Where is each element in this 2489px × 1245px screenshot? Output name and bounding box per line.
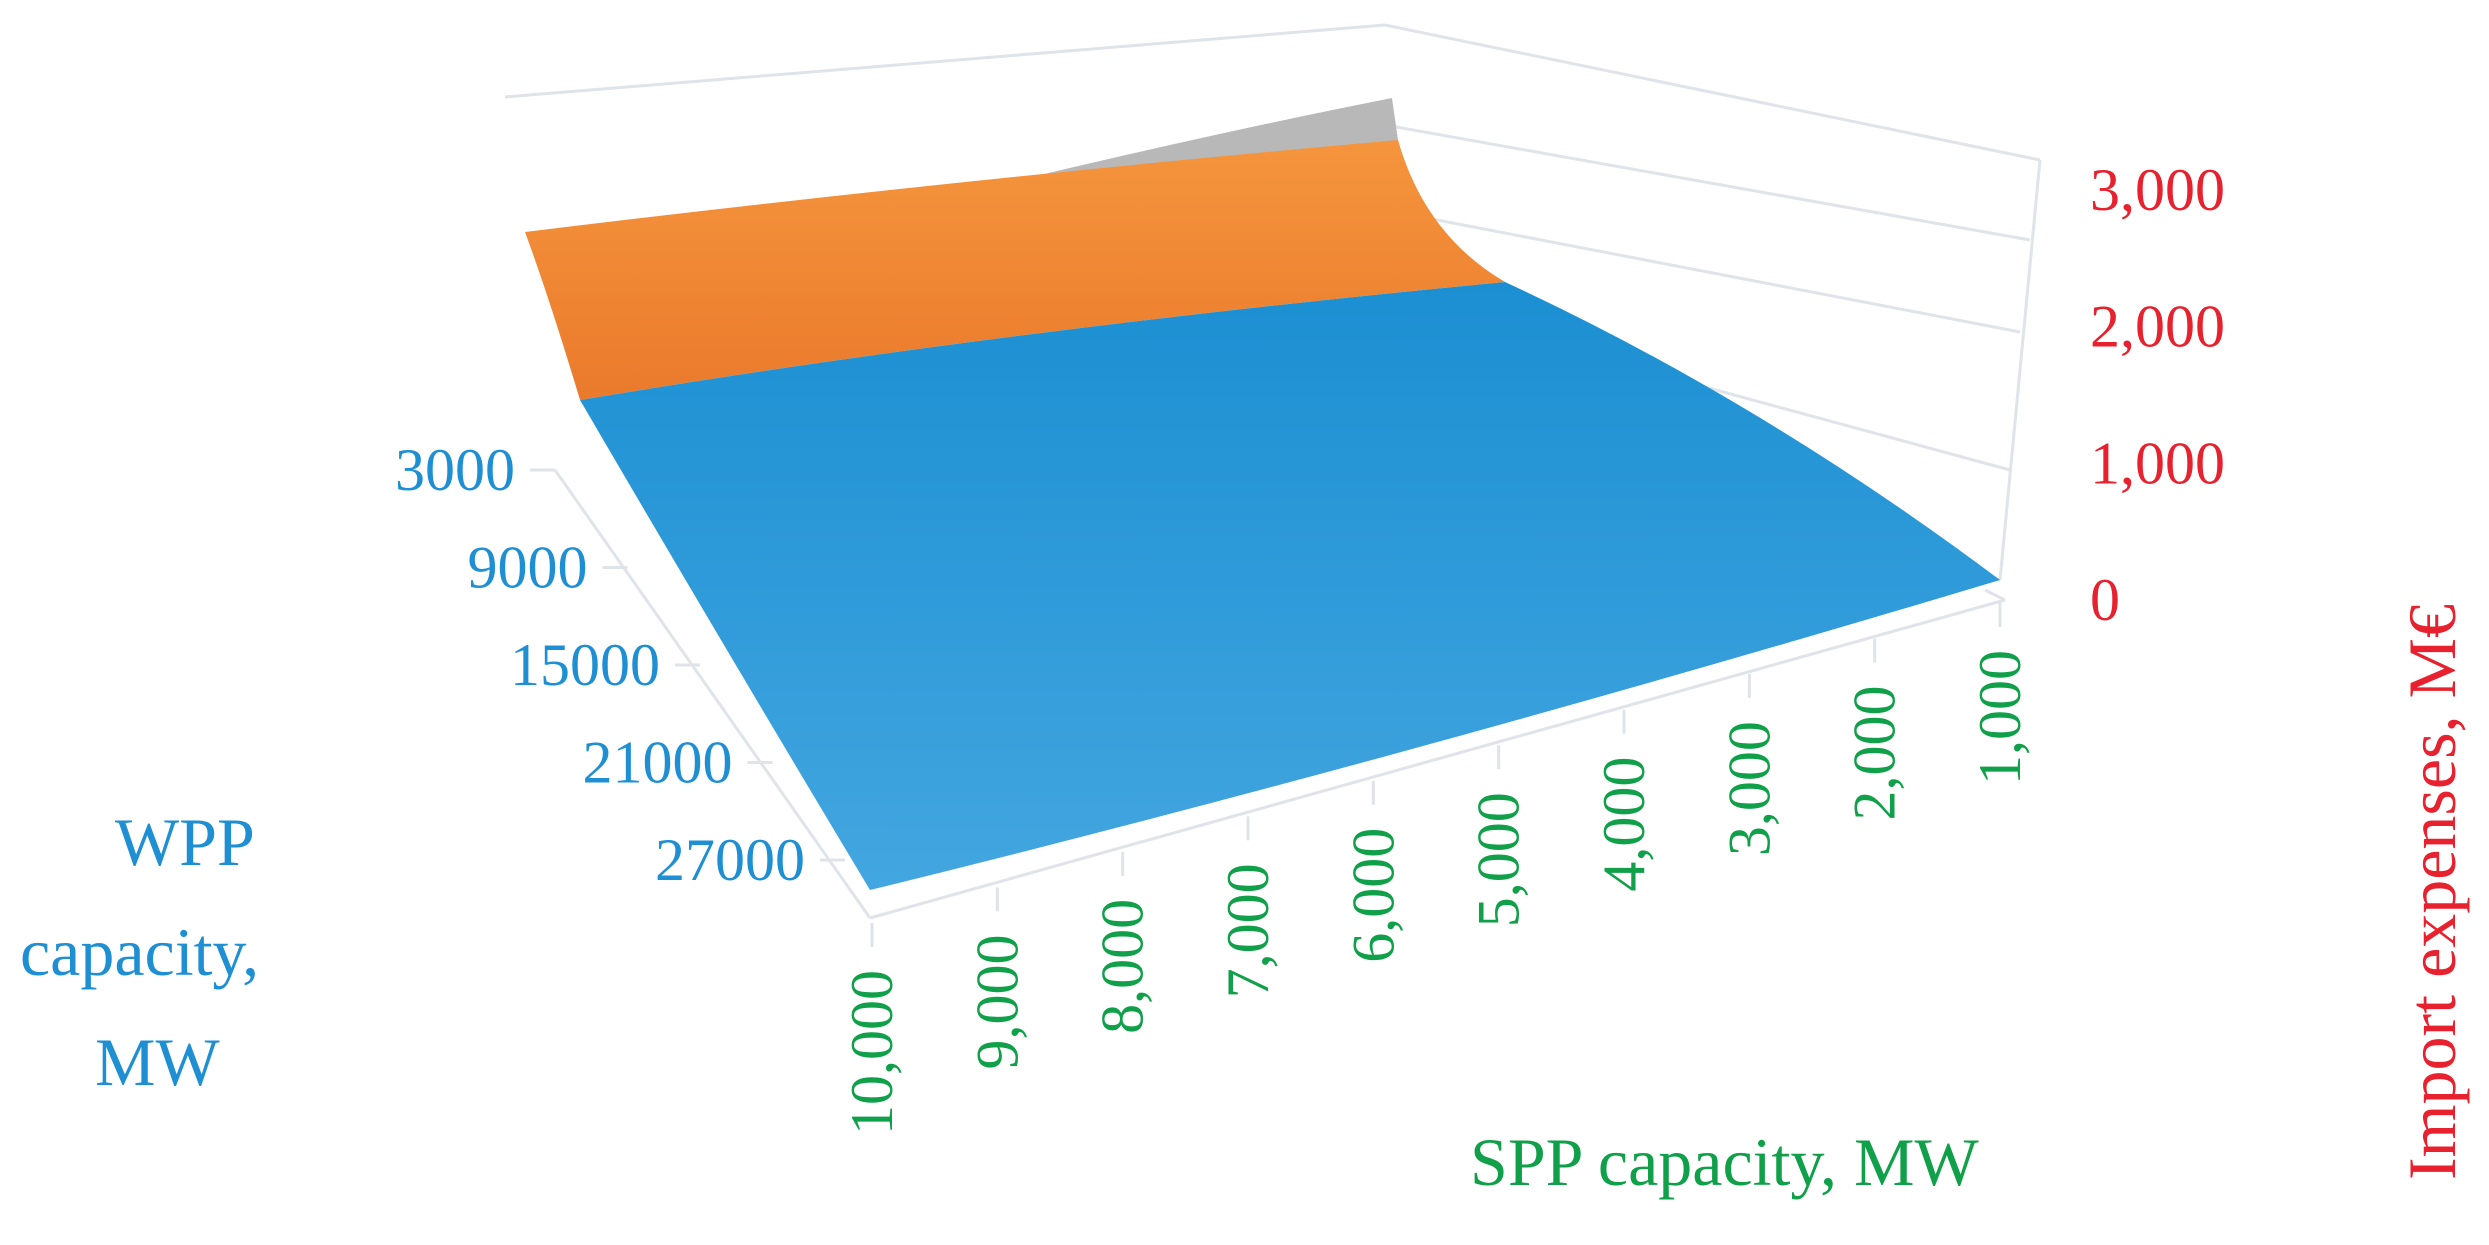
z-tick-label: 2,000	[2090, 294, 2225, 360]
z-tick-label: 1,000	[2090, 430, 2225, 496]
floor-left-edge	[553, 469, 872, 919]
y-axis-title-line-3: MW	[95, 1024, 220, 1100]
back-wall-top-edge	[504, 23, 1386, 99]
x-tick-label: 3,000	[1716, 721, 1782, 856]
y-tick-label: 9000	[468, 535, 588, 601]
surface	[525, 98, 2000, 890]
y-tick-label: 15000	[510, 632, 660, 698]
x-axis-title: SPP capacity, MW	[1470, 1124, 1979, 1200]
y-axis-ticks: 3000 9000 15000 21000 27000	[395, 437, 845, 893]
y-axis-title-line-2: capacity,	[20, 914, 259, 990]
x-tick-label: 5,000	[1466, 792, 1532, 927]
gridline-z-2000	[1384, 208, 2021, 334]
surface-orange-band	[525, 140, 1505, 400]
x-tick-label: 8,000	[1090, 899, 1156, 1034]
z-tick-label: 3,000	[2090, 157, 2225, 223]
y-tick-label: 21000	[583, 730, 733, 796]
floor-front-edge	[869, 598, 2006, 920]
x-tick-label: 4,000	[1591, 757, 1657, 892]
floor-right-edge	[1984, 588, 2006, 602]
y-tick-label: 3000	[395, 437, 515, 503]
z-tick-label: 0	[2090, 567, 2120, 633]
x-tick-label: 1,000	[1967, 650, 2033, 785]
x-tick-label: 6,000	[1340, 828, 1406, 963]
y-tick-label: 27000	[655, 827, 805, 893]
z-axis-ticks: 0 1,000 2,000 3,000	[2090, 157, 2225, 633]
y-axis-title: WPP capacity, MW	[20, 804, 259, 1100]
x-tick-label: 7,000	[1215, 863, 1281, 998]
x-axis-ticks: 10,000 9,000 8,000 7,000 6,000 5,000 4,000 3,00…	[839, 603, 2033, 1135]
floor-axis-lines	[553, 469, 2006, 920]
gridline-z-3000	[1384, 123, 2031, 242]
y-axis-title-line-1: WPP	[115, 804, 255, 880]
x-tick-label: 9,000	[964, 934, 1030, 1069]
z-axis-title: Import expenses, M€	[2394, 604, 2470, 1180]
right-wall-top-edge	[1384, 23, 2041, 162]
x-tick-label: 2,000	[1842, 686, 1908, 821]
right-wall-vertical-edge	[1998, 159, 2042, 581]
x-tick-label: 10,000	[839, 970, 905, 1135]
surface-blue-band	[580, 282, 2000, 890]
